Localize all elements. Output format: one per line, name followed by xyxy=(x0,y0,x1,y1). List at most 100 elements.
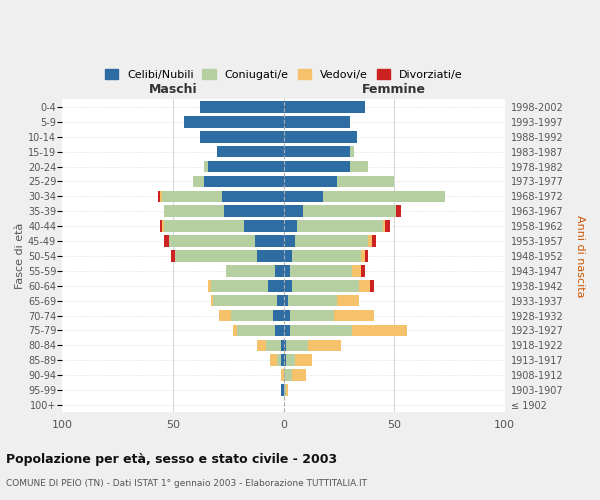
Bar xyxy=(175,250,257,262)
Bar xyxy=(284,250,292,262)
Bar xyxy=(284,265,290,276)
Bar xyxy=(277,295,284,306)
Bar xyxy=(160,220,162,232)
Bar xyxy=(281,370,284,381)
Bar xyxy=(275,324,284,336)
Bar xyxy=(350,146,355,158)
Bar xyxy=(337,295,359,306)
Bar xyxy=(220,310,230,322)
Bar xyxy=(337,176,394,187)
Bar xyxy=(352,324,407,336)
Bar xyxy=(286,340,308,351)
Bar xyxy=(368,235,372,247)
Bar xyxy=(284,116,350,128)
Bar xyxy=(284,190,323,202)
Bar xyxy=(164,235,169,247)
Bar xyxy=(385,220,390,232)
Bar xyxy=(244,220,284,232)
Bar xyxy=(352,265,361,276)
Bar xyxy=(284,295,288,306)
Bar xyxy=(208,160,284,172)
Bar xyxy=(171,250,175,262)
Bar xyxy=(281,340,284,351)
Bar xyxy=(272,310,284,322)
Bar xyxy=(204,176,284,187)
Bar xyxy=(290,310,334,322)
Bar xyxy=(292,280,359,291)
Bar xyxy=(286,384,288,396)
Bar xyxy=(226,265,275,276)
Bar xyxy=(359,280,370,291)
Bar xyxy=(284,160,350,172)
Bar xyxy=(284,146,350,158)
Bar xyxy=(255,235,284,247)
Bar xyxy=(334,310,374,322)
Bar xyxy=(295,354,313,366)
Bar xyxy=(308,340,341,351)
Bar xyxy=(284,384,286,396)
Bar xyxy=(211,280,268,291)
Bar xyxy=(208,280,211,291)
Bar xyxy=(284,280,292,291)
Bar xyxy=(361,250,365,262)
Bar xyxy=(290,265,352,276)
Bar xyxy=(275,265,284,276)
Bar xyxy=(224,206,284,217)
Y-axis label: Anni di nascita: Anni di nascita xyxy=(575,214,585,297)
Bar xyxy=(268,280,284,291)
Bar xyxy=(292,250,361,262)
Bar xyxy=(397,206,401,217)
Bar xyxy=(365,250,368,262)
Bar xyxy=(284,206,304,217)
Bar xyxy=(162,220,164,232)
Bar xyxy=(257,250,284,262)
Bar xyxy=(281,354,284,366)
Bar xyxy=(271,354,277,366)
Bar xyxy=(211,295,213,306)
Bar xyxy=(284,354,286,366)
Y-axis label: Fasce di età: Fasce di età xyxy=(15,222,25,289)
Bar xyxy=(200,131,284,142)
Bar xyxy=(372,235,376,247)
Bar xyxy=(284,310,290,322)
Legend: Celibi/Nubili, Coniugati/e, Vedovi/e, Divorziati/e: Celibi/Nubili, Coniugati/e, Vedovi/e, Di… xyxy=(100,64,467,84)
Bar xyxy=(284,176,337,187)
Bar xyxy=(233,324,237,336)
Bar xyxy=(284,220,297,232)
Bar xyxy=(284,340,286,351)
Bar xyxy=(221,190,284,202)
Bar xyxy=(290,324,352,336)
Bar xyxy=(297,220,383,232)
Text: Femmine: Femmine xyxy=(362,82,426,96)
Text: Maschi: Maschi xyxy=(149,82,197,96)
Bar xyxy=(295,235,368,247)
Bar xyxy=(350,160,368,172)
Text: COMUNE DI PEIO (TN) - Dati ISTAT 1° gennaio 2003 - Elaborazione TUTTITALIA.IT: COMUNE DI PEIO (TN) - Dati ISTAT 1° genn… xyxy=(6,479,367,488)
Bar xyxy=(370,280,374,291)
Bar xyxy=(281,384,284,396)
Bar xyxy=(383,220,385,232)
Bar xyxy=(288,295,337,306)
Bar xyxy=(361,265,365,276)
Bar xyxy=(162,190,221,202)
Bar xyxy=(304,206,397,217)
Bar xyxy=(169,235,255,247)
Bar xyxy=(217,146,284,158)
Bar xyxy=(284,370,292,381)
Bar xyxy=(277,354,281,366)
Bar xyxy=(284,131,356,142)
Bar xyxy=(230,310,272,322)
Bar xyxy=(204,160,208,172)
Bar xyxy=(292,370,306,381)
Bar xyxy=(266,340,281,351)
Bar xyxy=(164,220,244,232)
Bar xyxy=(158,190,160,202)
Bar xyxy=(213,295,277,306)
Text: Popolazione per età, sesso e stato civile - 2003: Popolazione per età, sesso e stato civil… xyxy=(6,452,337,466)
Bar xyxy=(323,190,445,202)
Bar xyxy=(164,206,224,217)
Bar xyxy=(286,354,295,366)
Bar xyxy=(257,340,266,351)
Bar xyxy=(284,101,365,113)
Bar xyxy=(193,176,204,187)
